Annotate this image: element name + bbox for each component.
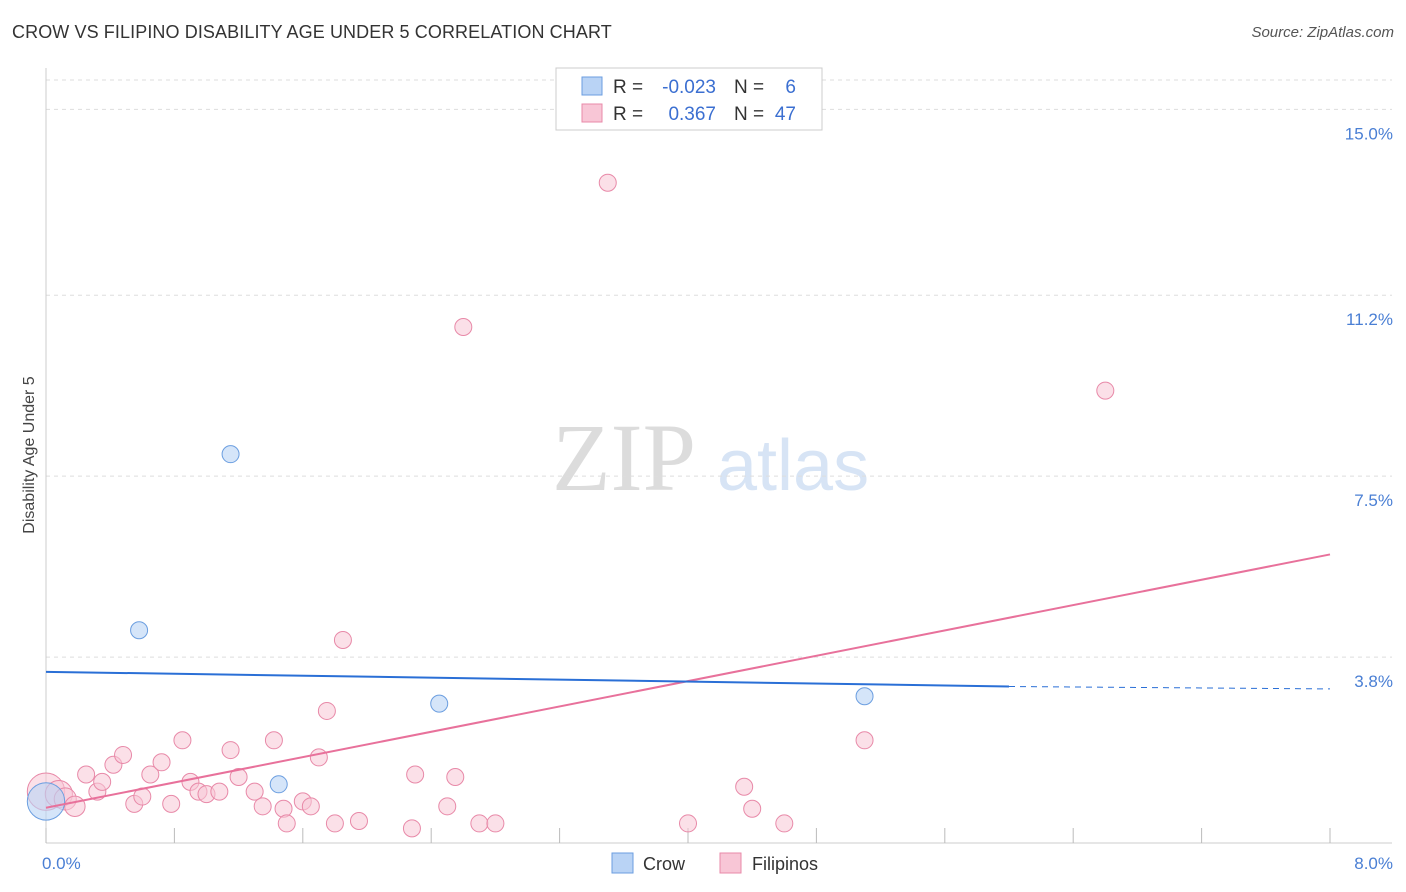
filipinos-point bbox=[325, 814, 344, 833]
bottom-legend: Crow Filipinos bbox=[611, 852, 818, 874]
x-tick-label: 8.0% bbox=[1354, 854, 1393, 873]
filipinos-point bbox=[277, 814, 296, 833]
crow-trend-line-extension bbox=[1008, 685, 1331, 690]
filipinos-point bbox=[221, 741, 240, 760]
filipinos-point bbox=[775, 814, 794, 833]
legend-filipinos-r-value: 0.367 bbox=[668, 104, 716, 125]
legend-crow-n-label: N = bbox=[734, 77, 764, 98]
filipinos-point bbox=[64, 795, 86, 818]
y-tick-label: 3.8% bbox=[1354, 672, 1393, 691]
filipinos-point bbox=[77, 765, 96, 784]
filipinos-point bbox=[264, 731, 283, 750]
y-tick-label: 15.0% bbox=[1345, 124, 1393, 143]
legend-filipinos-n-value: 47 bbox=[775, 104, 796, 125]
grid bbox=[46, 79, 1392, 658]
watermark-zip: ZIP bbox=[552, 404, 696, 511]
filipinos-point bbox=[301, 797, 320, 816]
filipinos-point bbox=[598, 173, 617, 192]
y-tick-labels: 3.8% 7.5% 11.2% 15.0% bbox=[1345, 124, 1393, 691]
filipinos-point bbox=[152, 753, 171, 772]
filipinos-point bbox=[333, 631, 352, 650]
filipinos-point bbox=[349, 811, 368, 830]
filipinos-point bbox=[1096, 381, 1115, 400]
axes bbox=[45, 68, 1392, 844]
filipinos-point bbox=[210, 782, 229, 801]
trend-lines bbox=[45, 553, 1331, 809]
chart-title: CROW VS FILIPINO DISABILITY AGE UNDER 5 … bbox=[12, 22, 612, 42]
bottom-legend-filipinos-label: Filipinos bbox=[752, 854, 818, 874]
crow-point bbox=[130, 621, 149, 640]
filipinos-point bbox=[486, 814, 505, 833]
source-label: Source: ZipAtlas.com bbox=[1251, 24, 1394, 41]
legend-crow-n-value: 6 bbox=[785, 77, 796, 98]
crow-point bbox=[221, 445, 240, 464]
filipinos-point bbox=[679, 814, 697, 833]
filipinos-point bbox=[141, 765, 160, 784]
bottom-legend-filipinos-swatch bbox=[719, 852, 742, 874]
x-tick-label: 0.0% bbox=[42, 854, 81, 873]
watermark-atlas: atlas bbox=[717, 426, 869, 506]
filipinos-point bbox=[402, 819, 421, 838]
legend-crow-swatch bbox=[581, 76, 603, 96]
filipinos-point bbox=[229, 767, 248, 786]
legend-filipinos-n-label: N = bbox=[734, 104, 764, 125]
y-tick-label: 11.2% bbox=[1346, 310, 1393, 329]
filipinos-point bbox=[274, 799, 293, 818]
y-axis-label: Disability Age Under 5 bbox=[21, 376, 38, 534]
filipinos-point bbox=[253, 797, 272, 816]
filipinos-point bbox=[406, 765, 425, 784]
legend-filipinos-r-label: R = bbox=[613, 104, 643, 125]
crow-point bbox=[855, 687, 874, 706]
crow-points bbox=[26, 445, 874, 821]
filipinos-point bbox=[173, 731, 192, 750]
x-tick-labels: 0.0% 8.0% bbox=[42, 854, 1393, 873]
y-tick-label: 7.5% bbox=[1354, 491, 1393, 510]
filipinos-point bbox=[309, 748, 328, 767]
filipinos-point bbox=[162, 794, 181, 813]
filipinos-point bbox=[743, 799, 762, 818]
filipinos-point bbox=[245, 782, 264, 801]
crow-point bbox=[26, 782, 66, 821]
bottom-legend-crow-swatch bbox=[611, 852, 634, 874]
filipinos-point bbox=[446, 767, 465, 786]
filipinos-point bbox=[454, 317, 473, 336]
legend: R = -0.023 N = 6 R = 0.367 N = 47 bbox=[555, 67, 823, 131]
filipinos-point bbox=[438, 797, 457, 816]
watermark: ZIP atlas bbox=[552, 404, 869, 511]
filipinos-point bbox=[470, 814, 489, 833]
filipinos-point bbox=[735, 777, 754, 796]
crow-trend-line bbox=[45, 670, 1010, 688]
filipinos-point bbox=[855, 731, 874, 750]
legend-crow-r-value: -0.023 bbox=[662, 77, 716, 98]
crow-point bbox=[430, 694, 449, 713]
filipinos-point bbox=[114, 745, 133, 764]
legend-crow-r-label: R = bbox=[613, 77, 643, 98]
legend-filipinos-swatch bbox=[581, 103, 603, 123]
crow-point bbox=[269, 775, 288, 794]
filipinos-point bbox=[93, 772, 112, 791]
filipinos-point bbox=[317, 701, 336, 720]
bottom-legend-crow-label: Crow bbox=[643, 854, 686, 874]
